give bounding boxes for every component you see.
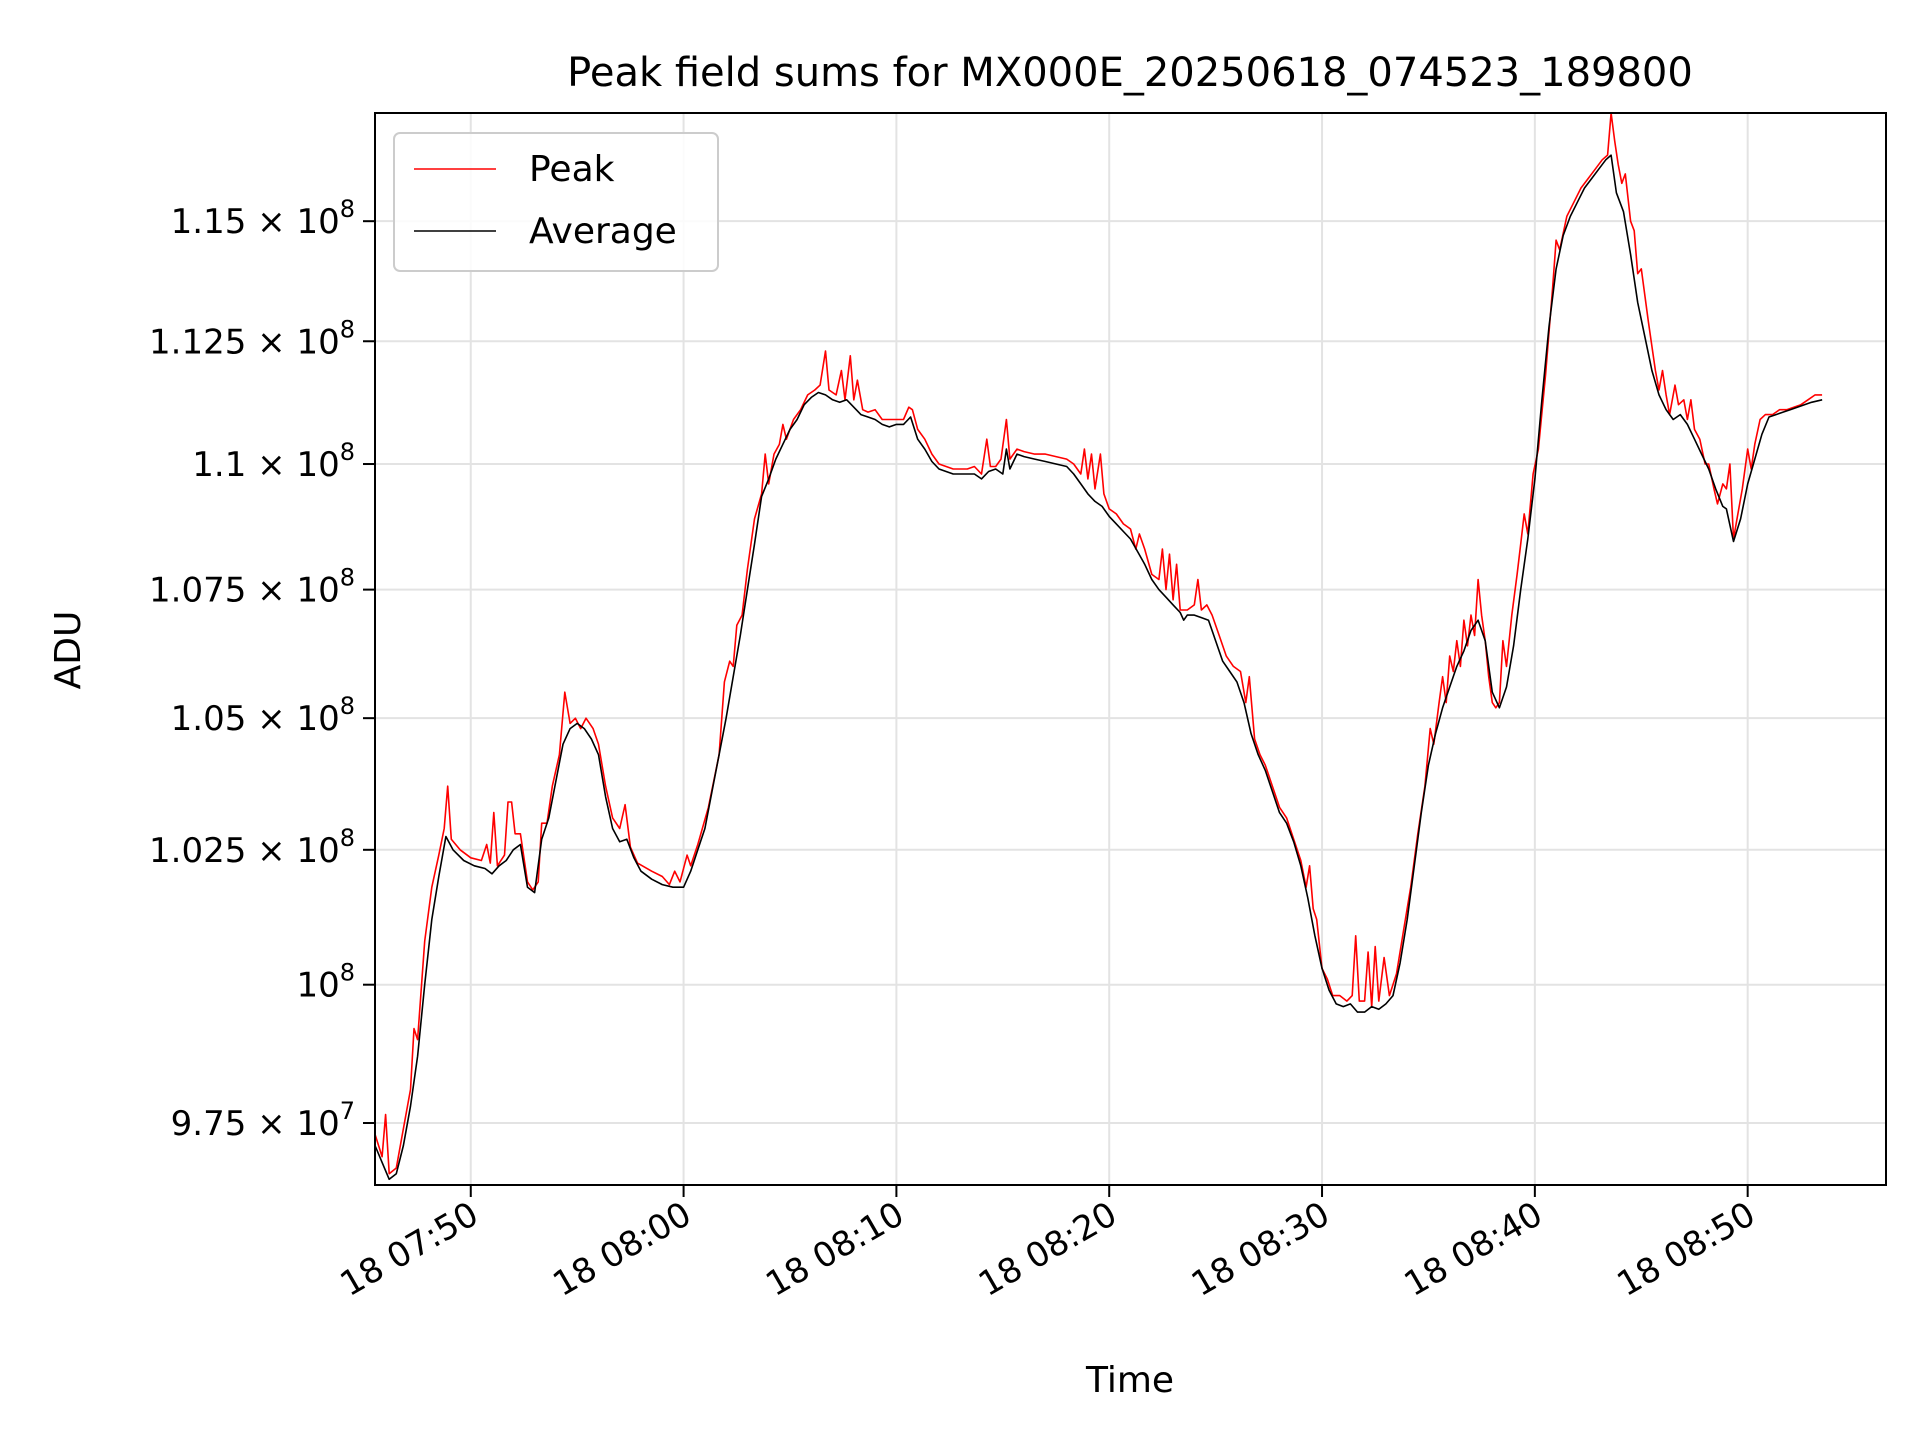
- plot-frame: [374, 112, 1887, 1186]
- chart-title: Peak field sums for MX000E_20250618_0745…: [567, 50, 1693, 96]
- y-tick-label: 1.05 × 108: [171, 692, 355, 739]
- y-axis: 9.75 × 107 108 1.025 × 108 1.05 × 108 1.075 …: [149, 195, 375, 1144]
- y-tick-label: 9.75 × 107: [171, 1097, 355, 1144]
- y-tick-label: 1.125 × 108: [149, 315, 355, 362]
- y-tick-label: 108: [296, 959, 355, 1006]
- legend-label-peak: Peak: [529, 149, 615, 190]
- series-layer: [375, 113, 1822, 1179]
- legend: Peak Average: [393, 132, 719, 272]
- legend-box: [393, 132, 719, 272]
- y-tick-label: 1.075 × 108: [149, 564, 355, 611]
- y-tick-label: 1.1 × 108: [192, 438, 355, 485]
- x-axis-label: Time: [1085, 1360, 1174, 1401]
- y-tick-label: 1.025 × 108: [149, 824, 355, 871]
- y-axis-label: ADU: [48, 611, 89, 690]
- grid: [375, 113, 1886, 1185]
- y-tick-label: 1.15 × 108: [171, 195, 355, 242]
- series-line-peak: [375, 113, 1822, 1174]
- legend-label-average: Average: [529, 211, 677, 252]
- series-line-average: [375, 155, 1822, 1179]
